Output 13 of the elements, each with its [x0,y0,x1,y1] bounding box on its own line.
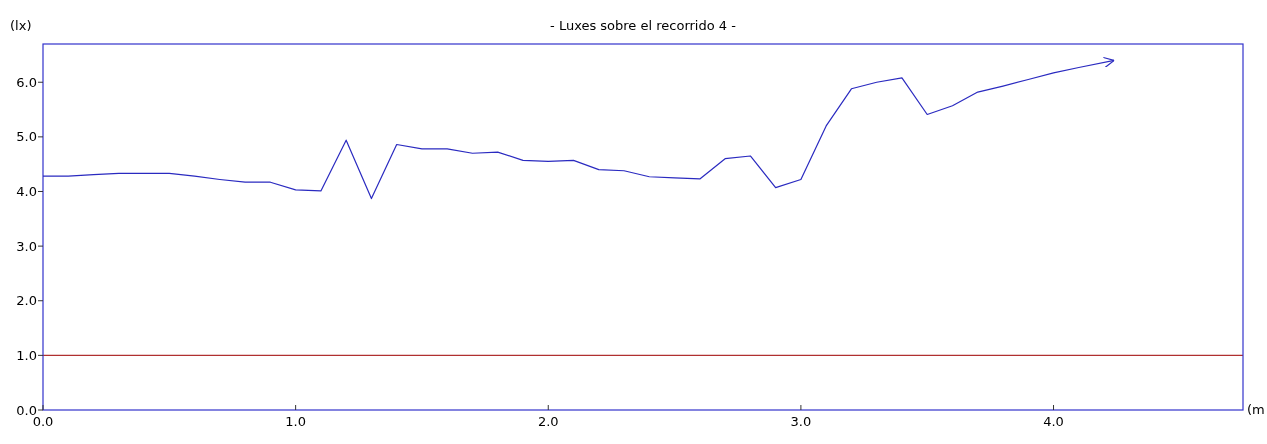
y-axis-title: (lx) [10,18,32,33]
y-tick-label: 4.0 [16,184,37,200]
x-tick-label: 4.0 [1043,414,1064,429]
x-tick-label: 1.0 [285,414,306,429]
y-tick-label: 2.0 [16,293,37,309]
y-tick-label: 5.0 [16,129,37,145]
x-tick-label: 2.0 [537,414,559,429]
x-axis-title: (m [1247,402,1265,417]
y-tick-label: 3.0 [16,238,37,254]
chart-title: - Luxes sobre el recorrido 4 - [550,18,737,33]
y-tick-label: 6.0 [16,74,37,90]
x-tick-label: 3.0 [790,414,812,429]
y-tick-label: 1.0 [16,347,37,363]
